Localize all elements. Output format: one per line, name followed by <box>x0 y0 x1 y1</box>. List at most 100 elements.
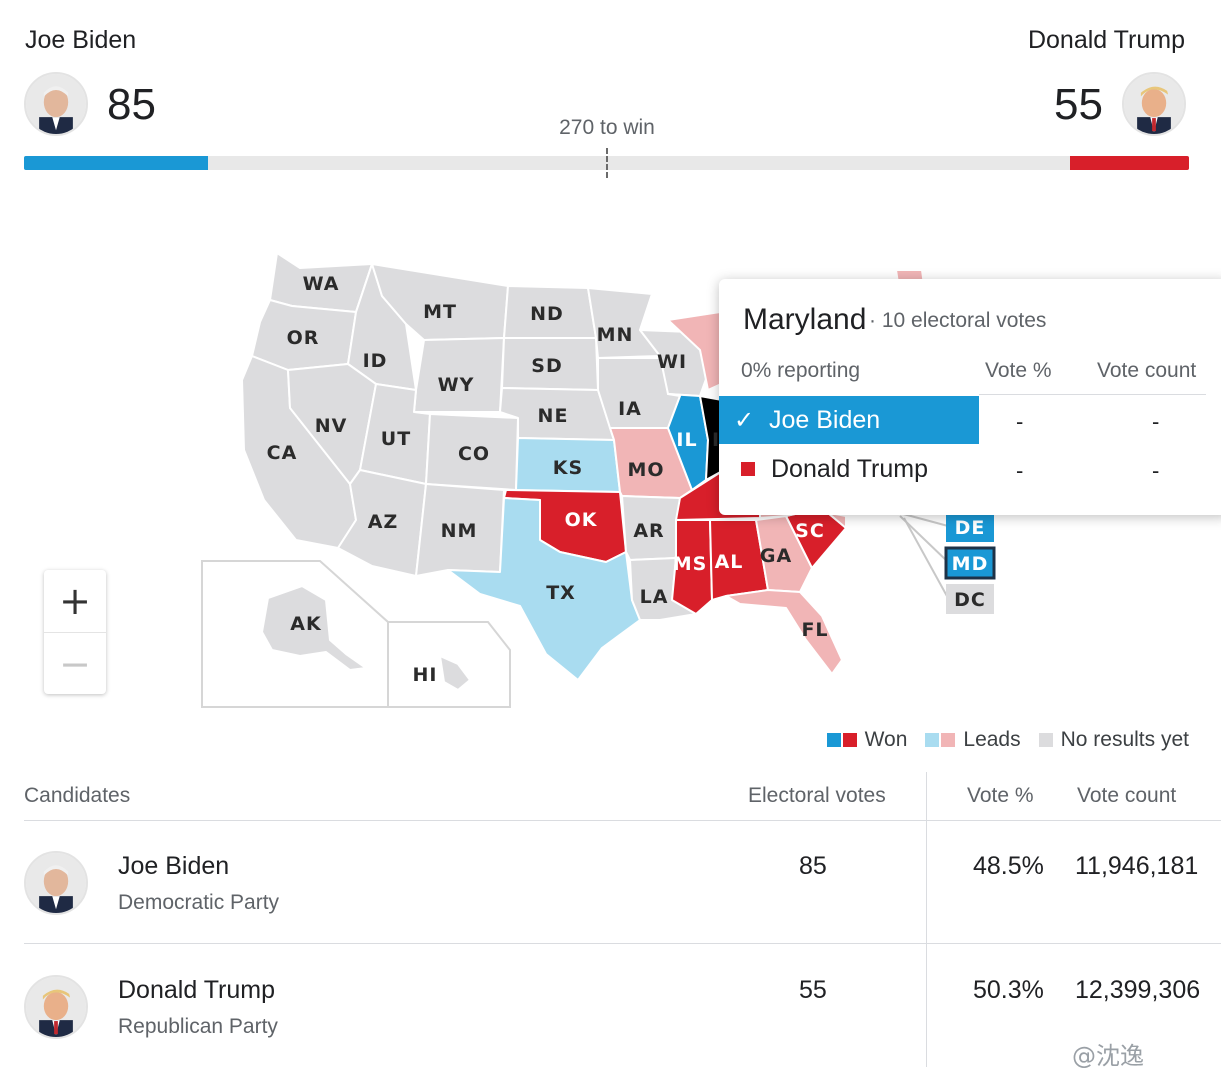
legend-won-label: Won <box>864 728 908 751</box>
popup-row-biden[interactable]: ✓ Joe Biden <box>719 396 979 444</box>
table-row-biden-electoral: 85 <box>799 852 827 880</box>
table-row-biden-vote-count: 11,946,181 <box>1075 852 1199 880</box>
label-IN-partial: I <box>712 429 720 451</box>
us-map[interactable]: WA OR CA ID NV MT WY UT AZ CO NM ND SD N… <box>0 200 1221 720</box>
state-HI[interactable] <box>439 655 471 691</box>
dem-won-swatch-icon <box>826 733 841 747</box>
popup-candidate-name: Donald Trump <box>771 454 929 483</box>
label-MO: MO <box>627 459 664 481</box>
table-column-divider <box>926 772 927 1067</box>
legend-leads-label: Leads <box>963 728 1021 751</box>
watermark: @沈逸 <box>1072 1042 1144 1070</box>
label-NV: NV <box>315 415 348 437</box>
state-WY[interactable] <box>413 337 505 413</box>
popup-divider <box>979 394 1206 395</box>
label-OR: OR <box>287 327 320 349</box>
trump-electoral-count: 55 <box>1054 80 1103 129</box>
label-AK: AK <box>290 613 322 635</box>
no-results-swatch-icon <box>1038 733 1053 747</box>
table-header-divider <box>24 820 1221 821</box>
table-row-trump-name: Donald Trump <box>118 976 276 1004</box>
republican-swatch-icon <box>741 462 755 476</box>
label-GA: GA <box>760 545 792 567</box>
popup-electoral-votes: · 10 electoral votes <box>869 309 1047 332</box>
table-row-trump-vote-pct: 50.3% <box>973 976 1044 1004</box>
biden-electoral-count: 85 <box>107 80 156 129</box>
state-MD[interactable] <box>944 546 996 580</box>
label-AR: AR <box>633 520 664 542</box>
label-NM: NM <box>441 520 478 542</box>
label-FL: FL <box>801 619 828 641</box>
legend-won: Won <box>826 728 908 752</box>
table-trump-avatar <box>24 975 88 1039</box>
label-OK: OK <box>565 509 598 531</box>
hawaii-inset-frame <box>387 621 511 708</box>
label-MT: MT <box>423 301 457 323</box>
label-IL: IL <box>676 429 697 451</box>
label-CO: CO <box>458 443 490 465</box>
popup-trump-vote-pct: - <box>1016 458 1024 483</box>
label-WA: WA <box>303 273 340 295</box>
table-header-candidates: Candidates <box>24 784 131 807</box>
table-header-electoral-votes: Electoral votes <box>748 784 886 807</box>
label-SC: SC <box>795 520 825 542</box>
label-WY: WY <box>438 374 475 396</box>
label-CA: CA <box>267 442 298 464</box>
state-MN[interactable] <box>587 287 661 359</box>
legend-no-results-label: No results yet <box>1060 728 1189 751</box>
label-HI: HI <box>413 664 438 686</box>
label-UT: UT <box>381 428 411 450</box>
zoom-out-button[interactable]: − <box>44 632 106 694</box>
map-legend: Won Leads No results yet <box>809 728 1189 752</box>
label-MN: MN <box>597 324 634 346</box>
table-row-biden-party: Democratic Party <box>118 891 280 914</box>
table-header-vote-pct: Vote % <box>967 784 1034 807</box>
label-NE: NE <box>538 405 569 427</box>
state-DE[interactable] <box>946 512 994 542</box>
legend-no-results: No results yet <box>1038 728 1189 752</box>
table-biden-avatar <box>24 851 88 915</box>
biden-avatar <box>24 72 88 136</box>
dem-lead-swatch-icon <box>925 733 940 747</box>
label-LA: LA <box>640 586 669 608</box>
label-MD: MD <box>952 553 989 575</box>
trump-name: Donald Trump <box>1027 26 1185 54</box>
threshold-label: 270 to win <box>559 116 655 139</box>
table-header-vote-count: Vote count <box>1077 784 1177 807</box>
state-AK[interactable] <box>261 585 367 671</box>
state-FL[interactable] <box>725 589 843 675</box>
label-DC: DC <box>954 589 986 611</box>
popup-header-vote-pct: Vote % <box>985 359 1052 382</box>
table-row-divider <box>24 943 1221 944</box>
popup-trump-vote-count: - <box>1152 458 1160 483</box>
electoral-progress-bar <box>24 148 1189 178</box>
state-DC[interactable] <box>946 584 994 614</box>
trump-avatar <box>1122 72 1186 136</box>
label-ID: ID <box>363 350 388 372</box>
popup-header-vote-count: Vote count <box>1097 359 1197 382</box>
biden-name: Joe Biden <box>25 26 137 54</box>
label-KS: KS <box>553 457 583 479</box>
table-row-biden-vote-pct: 48.5% <box>973 852 1044 880</box>
threshold-marker <box>606 148 608 178</box>
state-TX[interactable] <box>447 497 641 681</box>
label-DE: DE <box>955 517 986 539</box>
table-row-trump-party: Republican Party <box>118 1015 278 1038</box>
legend-leads: Leads <box>925 728 1021 752</box>
popup-biden-vote-pct: - <box>1016 409 1024 434</box>
label-ND: ND <box>530 303 564 325</box>
label-WI: WI <box>657 351 687 373</box>
zoom-controls: + − <box>44 570 106 694</box>
rep-won-swatch-icon <box>842 733 857 747</box>
state-detail-popup: Maryland · 10 electoral votes 0% reporti… <box>719 279 1221 515</box>
popup-row-trump[interactable]: Donald Trump <box>719 445 979 493</box>
label-AL: AL <box>715 551 744 573</box>
popup-reporting: 0% reporting <box>741 359 861 382</box>
label-AZ: AZ <box>368 511 398 533</box>
rep-lead-swatch-icon <box>941 733 956 747</box>
table-row-trump-vote-count: 12,399,306 <box>1075 976 1201 1004</box>
popup-candidate-name: Joe Biden <box>769 405 881 434</box>
label-SD: SD <box>531 355 562 377</box>
zoom-in-button[interactable]: + <box>59 579 91 623</box>
check-icon: ✓ <box>733 406 755 434</box>
